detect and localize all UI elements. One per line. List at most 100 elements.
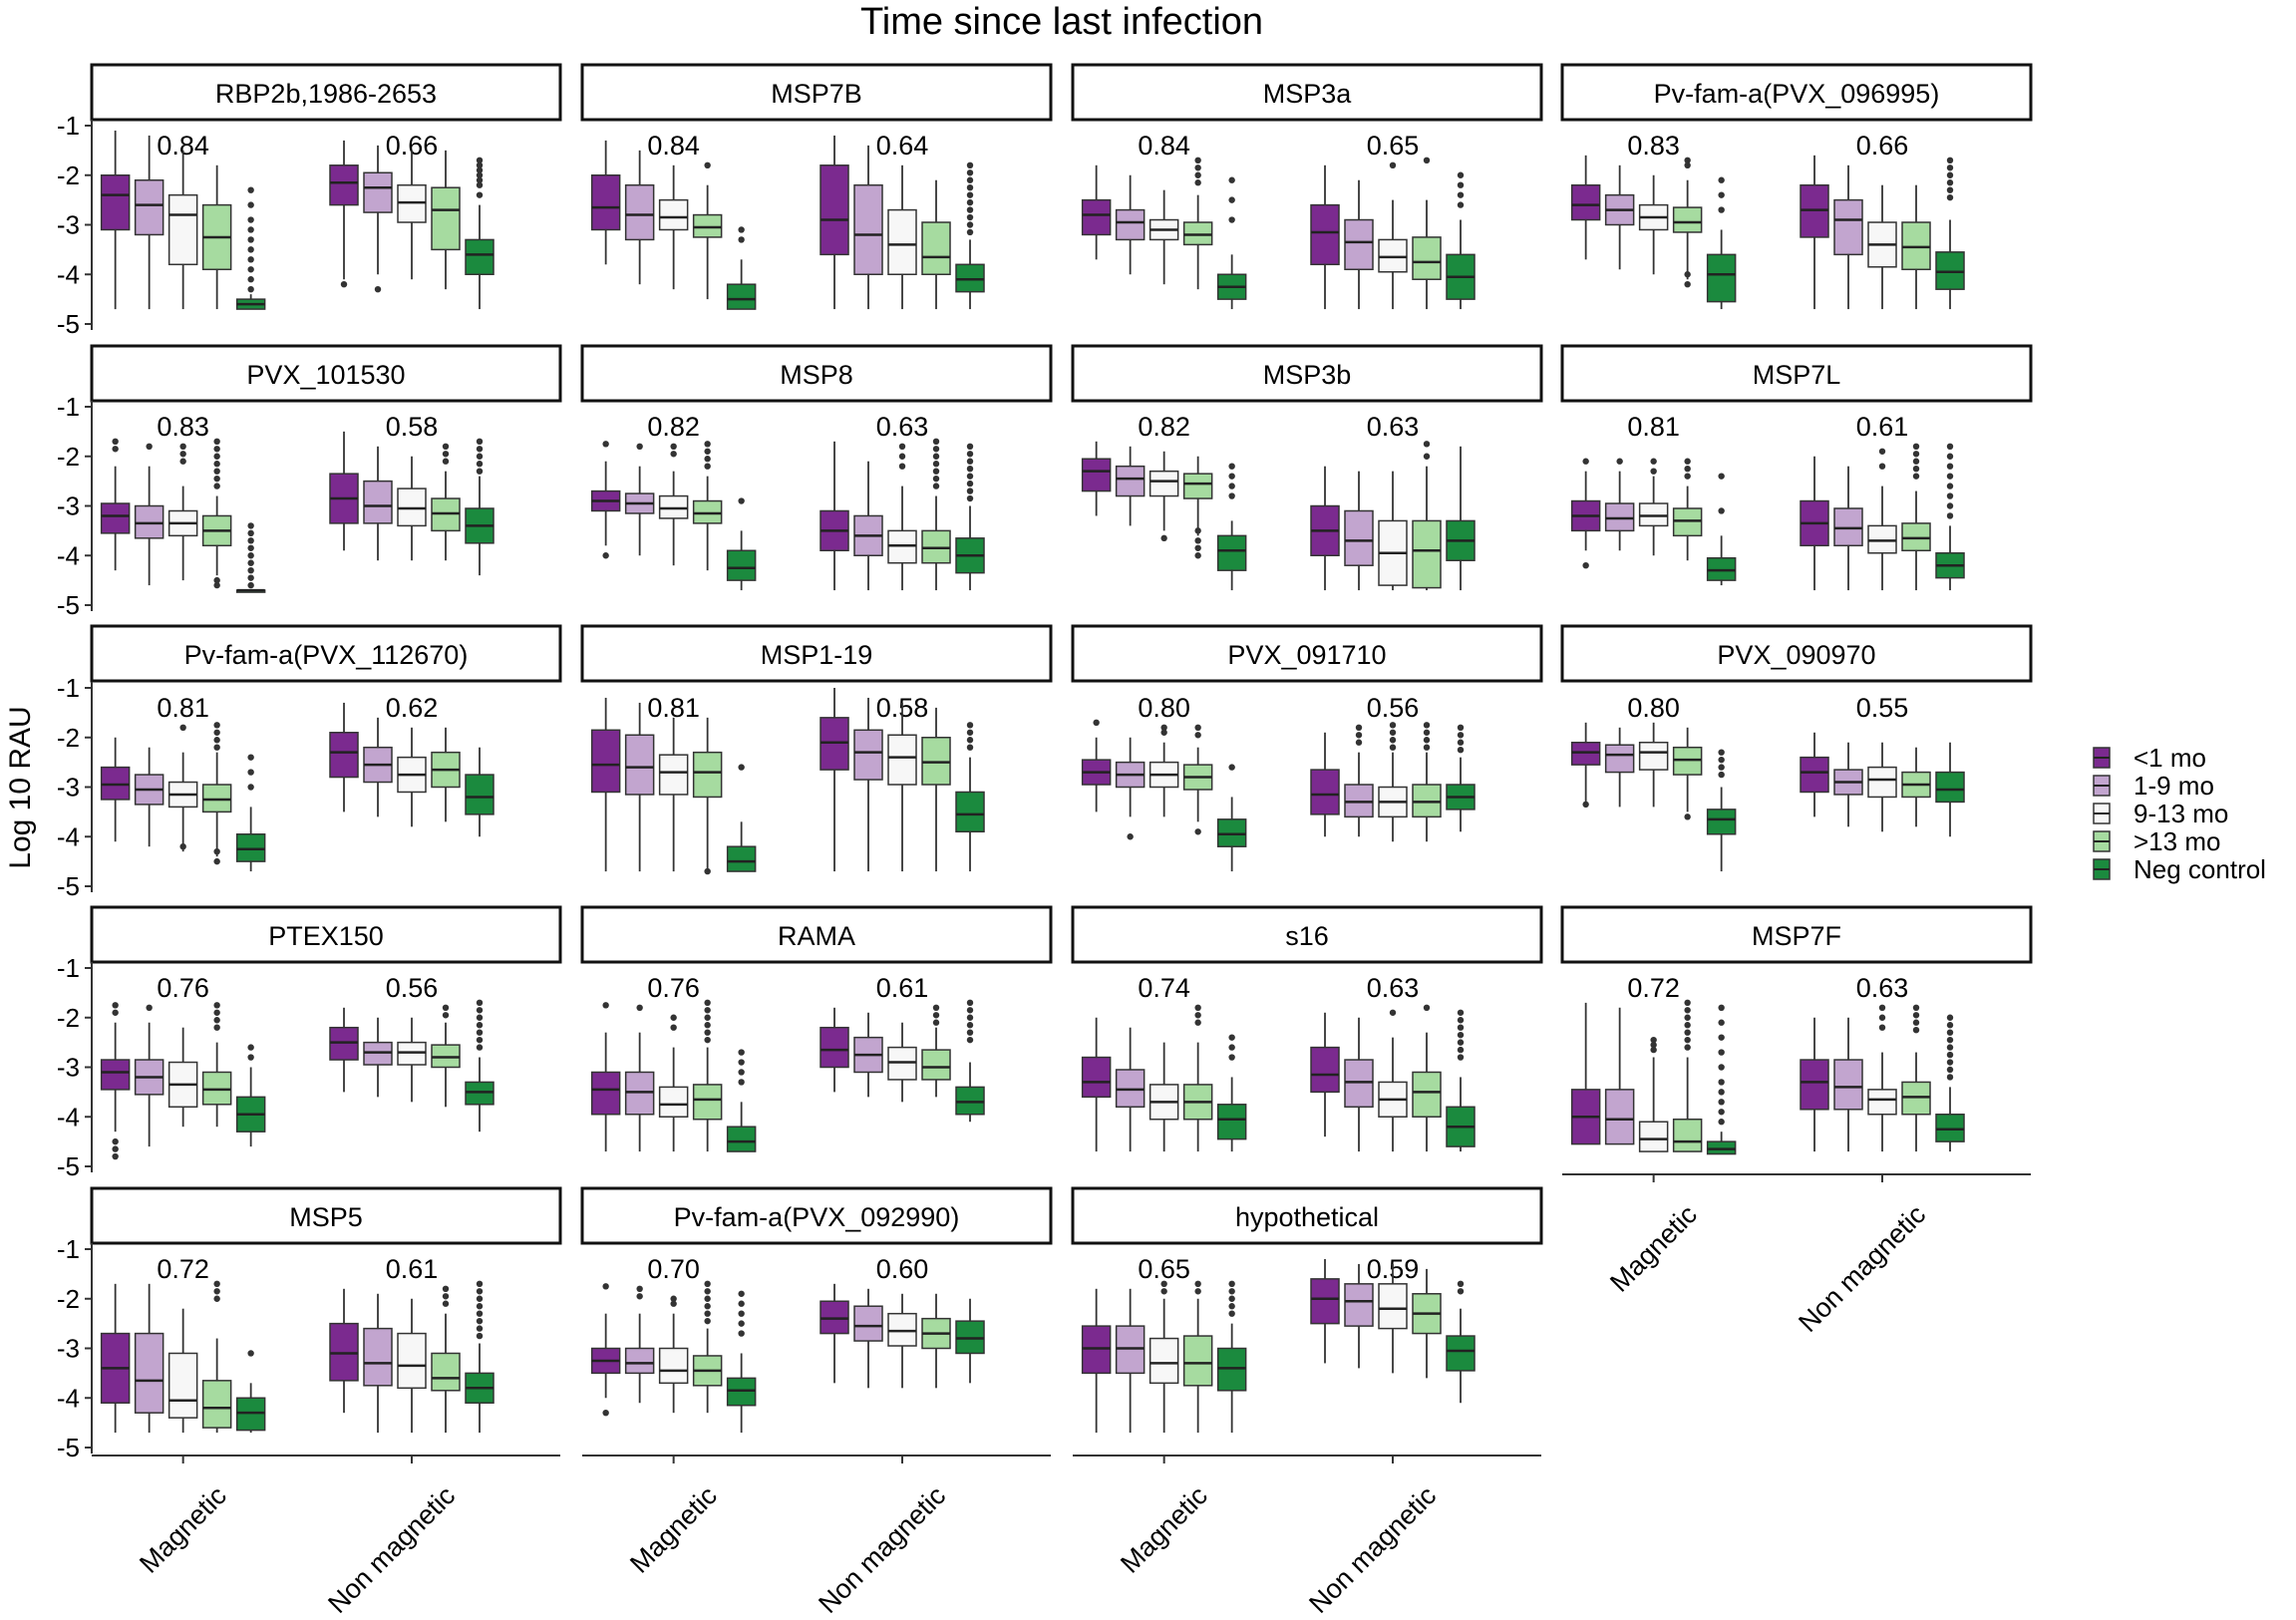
box-neg — [955, 443, 985, 591]
outlier-point — [1718, 771, 1725, 779]
box-m1_9 — [624, 443, 655, 556]
box-iqr — [853, 1305, 883, 1342]
box-neg — [1216, 1034, 1247, 1152]
outlier-point — [738, 1069, 745, 1076]
y-tick-label: -1 — [57, 1234, 80, 1264]
outlier-point — [1194, 157, 1201, 164]
legend-label: 1-9 mo — [2133, 771, 2214, 801]
outlier-point — [213, 722, 220, 729]
box-m1_9 — [1115, 1027, 1146, 1152]
outlier-point — [442, 1300, 450, 1307]
outlier-point — [247, 529, 254, 537]
box-gt13 — [201, 1002, 232, 1128]
outlier-point — [1228, 473, 1235, 480]
box-gt13 — [201, 438, 232, 589]
outlier-point — [932, 483, 940, 489]
auc-label: 0.70 — [647, 1254, 700, 1284]
outlier-point — [1160, 1280, 1167, 1288]
box-iqr — [1412, 236, 1442, 280]
outlier-point — [476, 1288, 484, 1295]
outlier-point — [966, 729, 974, 736]
outlier-point — [112, 1145, 119, 1152]
box-iqr — [1570, 183, 1601, 221]
outlier-point — [1912, 1004, 1920, 1011]
outlier-point — [738, 1049, 745, 1056]
outlier-point — [146, 443, 153, 450]
facet-panel: MSP7B 0.84 0.64 — [580, 63, 1053, 310]
y-tick-label: -4 — [57, 821, 80, 851]
box-iqr — [658, 1347, 689, 1385]
outlier-point — [476, 1325, 484, 1332]
facet-strip — [90, 344, 562, 403]
box-iqr — [1672, 1118, 1703, 1152]
box-neg — [1446, 1280, 1476, 1404]
box-neg — [465, 999, 494, 1133]
box-m1_9 — [363, 1017, 393, 1098]
outlier-point — [1684, 1014, 1691, 1021]
legend-item: <1 mo — [2093, 743, 2206, 773]
facet-panel: Pv-fam-a(PVX_092990) Magnetic Non magnetic… — [580, 1186, 1053, 1619]
y-tick-label: -1 — [57, 111, 80, 141]
outlier-point — [247, 537, 254, 544]
outlier-point — [1355, 732, 1363, 739]
legend-label: 9-13 mo — [2133, 799, 2228, 828]
outlier-point — [1194, 828, 1201, 835]
facet-panel: s16 0.74 0.63 — [1071, 905, 1543, 1152]
auc-label: 0.83 — [1627, 131, 1680, 161]
box-lt1mo — [1570, 1002, 1601, 1145]
outlier-point — [442, 451, 450, 458]
outlier-point — [247, 266, 254, 273]
box-lt1mo — [1800, 732, 1829, 817]
outlier-point — [738, 226, 745, 233]
outlier-point — [476, 166, 484, 173]
y-tick-label: -1 — [57, 953, 80, 983]
outlier-point — [1684, 1022, 1691, 1029]
box-gt13 — [201, 1280, 232, 1434]
outlier-point — [1194, 179, 1201, 186]
box-m9_13 — [1378, 722, 1408, 842]
outlier-point — [1228, 216, 1235, 223]
box-lt1mo — [1570, 155, 1601, 260]
facet-strip-label: MSP3b — [1263, 360, 1352, 390]
outlier-point — [247, 186, 254, 193]
outlier-point — [213, 581, 220, 589]
box-m9_13 — [658, 1014, 689, 1152]
box-lt1mo — [1800, 456, 1829, 591]
outlier-point — [476, 1280, 484, 1288]
outlier-point — [1616, 458, 1623, 465]
outlier-point — [1650, 1036, 1657, 1044]
box-m1_9 — [363, 1293, 393, 1434]
box-neg — [1446, 446, 1476, 591]
box-iqr — [590, 174, 621, 231]
outlier-point — [247, 1054, 254, 1061]
box-iqr — [100, 1059, 131, 1091]
box-m1_9 — [853, 697, 883, 872]
outlier-point — [213, 1009, 220, 1016]
outlier-point — [1718, 1119, 1725, 1126]
outlier-point — [247, 1350, 254, 1357]
y-tick-label: -4 — [57, 1102, 80, 1132]
box-iqr — [1115, 208, 1146, 241]
box-m9_13 — [167, 150, 198, 310]
outlier-point — [476, 446, 484, 453]
auc-label: 0.60 — [876, 1254, 929, 1284]
facet-strip-label: Pv-fam-a(PVX_092990) — [674, 1202, 960, 1232]
outlier-point — [340, 281, 348, 288]
facet-panel: RAMA 0.76 0.61 — [580, 905, 1053, 1152]
box-lt1mo — [590, 441, 621, 559]
outlier-point — [247, 522, 254, 529]
box-gt13 — [431, 1285, 461, 1434]
box-iqr — [692, 751, 723, 799]
box-m1_9 — [1344, 179, 1374, 310]
box-m1_9 — [1833, 164, 1863, 310]
box-m1_9 — [1604, 164, 1635, 270]
outlier-point — [476, 1310, 484, 1317]
outlier-point — [932, 461, 940, 468]
box-neg — [1706, 473, 1737, 586]
y-tick-label: -3 — [57, 491, 80, 521]
outlier-point — [1946, 157, 1954, 164]
outlier-point — [1912, 1019, 1920, 1026]
outlier-point — [704, 463, 711, 470]
outlier-point — [1684, 1036, 1691, 1044]
box-m9_13 — [397, 727, 427, 827]
